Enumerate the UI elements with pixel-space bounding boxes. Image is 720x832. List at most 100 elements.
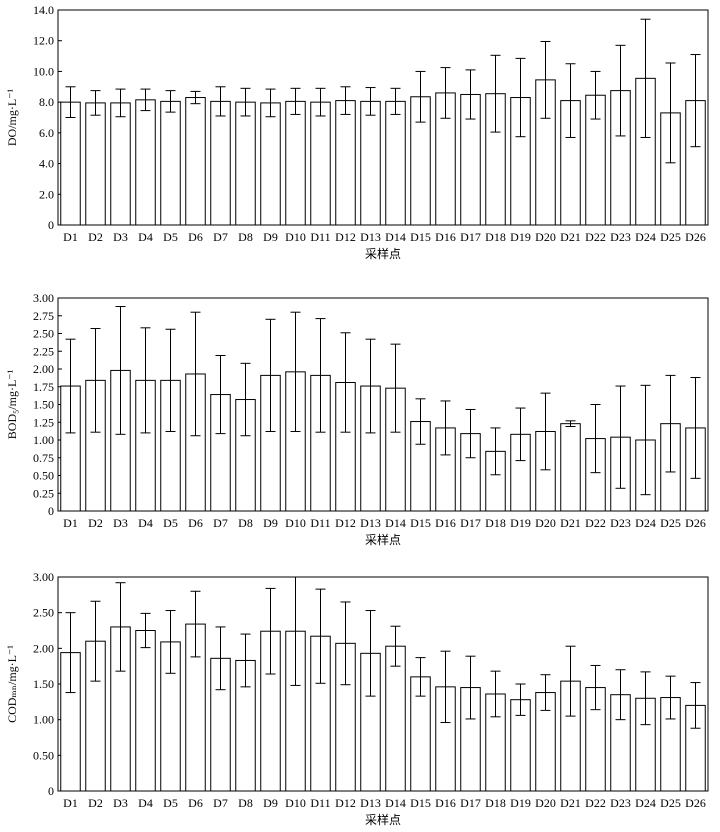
bod-xtick-label: D22 [585,516,606,530]
do-xtick-label: D20 [535,230,556,244]
do-bar-D2 [85,102,106,226]
do-bar-D10 [285,100,306,226]
do-ytick-label: 4.0 [39,157,54,171]
do-bar-D4 [135,99,156,226]
cod-xtick-label: D9 [263,796,278,810]
cod-xtick-label: D21 [560,796,581,810]
cod-xtick-label: D23 [610,796,631,810]
do-xtick-label: D25 [660,230,681,244]
bod-ytick-label: 0 [48,504,54,518]
bod-xtick-label: D25 [660,516,681,530]
cod-xtick-label: D13 [360,796,381,810]
cod-xtick-label: D11 [310,796,330,810]
do-xtick-label: D4 [138,230,153,244]
do-xtick-label: D16 [435,230,456,244]
bod-xtick-label: D1 [63,516,78,530]
do-xtick-label: D17 [460,230,481,244]
bod-xtick-label: D8 [238,516,253,530]
cod-xtick-label: D5 [163,796,178,810]
bod-xtick-label: D17 [460,516,481,530]
bod-xtick-label: D10 [285,516,306,530]
bod-xtick-label: D14 [385,516,406,530]
do-ytick-label: 0 [48,218,54,232]
do-xtick-label: D19 [510,230,531,244]
do-xtick-label: D11 [310,230,330,244]
cod-xtick-label: D10 [285,796,306,810]
do-ytick-label: 14.0 [33,3,54,17]
cod-xtick-label: D6 [188,796,203,810]
cod-ytick-label: 3.00 [33,570,54,584]
cod-xtick-label: D17 [460,796,481,810]
cod-ytick-label: 0.50 [33,748,54,762]
cod-xtick-label: D12 [335,796,356,810]
bod-xtick-label: D18 [485,516,506,530]
do-xtick-label: D22 [585,230,606,244]
do-xtick-label: D8 [238,230,253,244]
bod-ytick-label: 1.00 [33,433,54,447]
bod-xtick-label: D3 [113,516,128,530]
do-plot-frame [57,9,709,226]
cod-xtick-label: D2 [88,796,103,810]
cod-xtick-label: D18 [485,796,506,810]
do-xtick-label: D2 [88,230,103,244]
do-bar-D5 [160,100,181,226]
bod-xtick-label: D6 [188,516,203,530]
bod-ytick-label: 0.50 [33,469,54,483]
bod-ytick-label: 1.75 [33,380,54,394]
do-xtick-label: D1 [63,230,78,244]
do-xtick-label: D5 [163,230,178,244]
do-xtick-label: D13 [360,230,381,244]
bod-xtick-label: D12 [335,516,356,530]
do-xtick-label: D23 [610,230,631,244]
do-xtick-label: D3 [113,230,128,244]
do-bar-D1 [60,101,81,226]
cod-xtick-label: D19 [510,796,531,810]
cod-xtick-label: D8 [238,796,253,810]
do-bar-D13 [360,100,381,226]
bod-ytick-label: 0.25 [33,486,54,500]
do-ytick-label: 12.0 [33,34,54,48]
do-bar-D3 [110,102,131,226]
do-xtick-label: D6 [188,230,203,244]
do-xtick-label: D15 [410,230,431,244]
cod-y-axis-title: CODₘₙ/mg·L⁻¹ [5,645,19,723]
do-bar-D6 [185,97,206,226]
do-xtick-label: D7 [213,230,228,244]
cod-xtick-label: D3 [113,796,128,810]
bod-ytick-label: 3.00 [33,291,54,305]
cod-xtick-label: D25 [660,796,681,810]
do-xtick-label: D24 [635,230,656,244]
do-bar-D14 [385,100,406,226]
cod-xtick-label: D26 [685,796,706,810]
cod-bar-D4 [135,630,156,792]
cod-xtick-label: D7 [213,796,228,810]
bod-xtick-label: D15 [410,516,431,530]
bod-xtick-label: D9 [263,516,278,530]
bod-ytick-label: 1.25 [33,415,54,429]
bod-ytick-label: 2.50 [33,327,54,341]
bod-xtick-label: D5 [163,516,178,530]
do-ytick-label: 8.0 [39,95,54,109]
cod-ytick-label: 0 [48,784,54,798]
cod-ytick-label: 2.00 [33,641,54,655]
bod-xtick-label: D24 [635,516,656,530]
bod-xtick-label: D4 [138,516,153,530]
bod-panel: 0 0.25 0.50 0.75 1.00 1.25 1.50 1.75 2.00 2.25 2.5… [5,291,709,547]
bod-xtick-label: D21 [560,516,581,530]
do-xtick-label: D9 [263,230,278,244]
cod-ytick-label: 1.50 [33,677,54,691]
bod-ytick-label: 2.00 [33,362,54,376]
bod-xtick-label: D19 [510,516,531,530]
do-bar-D11 [310,101,331,226]
do-xtick-label: D12 [335,230,356,244]
do-xtick-label: D26 [685,230,706,244]
cod-ytick-label: 1.00 [33,713,54,727]
do-ytick-label: 6.0 [39,126,54,140]
cod-xtick-label: D24 [635,796,656,810]
cod-xtick-label: D14 [385,796,406,810]
cod-xtick-label: D15 [410,796,431,810]
do-y-axis-title: DO/mg·L⁻¹ [5,88,19,146]
cod-x-axis-title: 采样点 [365,812,401,827]
bod-xtick-label: D23 [610,516,631,530]
